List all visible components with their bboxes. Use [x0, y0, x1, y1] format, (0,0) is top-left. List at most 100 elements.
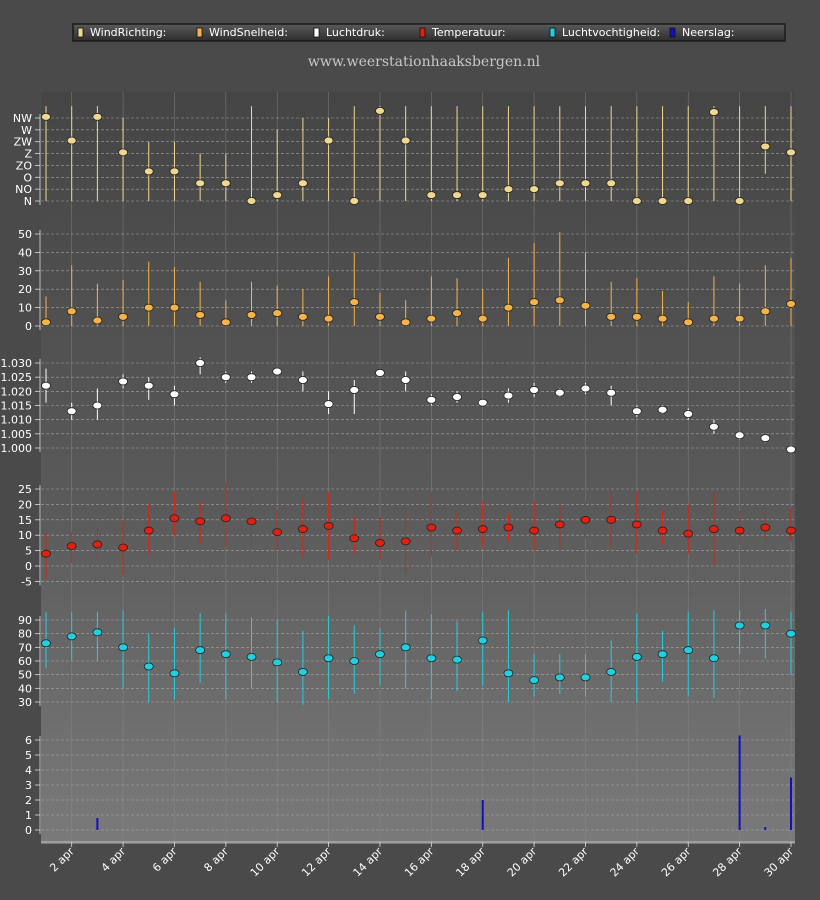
windsnelheid-point [143, 303, 154, 312]
luchtvochtigheid-point [400, 643, 411, 652]
luchtdruk-point [503, 391, 514, 400]
windrichting-point [426, 191, 437, 199]
windsnelheid-point [92, 316, 103, 325]
y-tick-label: W [21, 124, 32, 137]
luchtvochtigheid-point [554, 673, 565, 682]
luchtvochtigheid-point [503, 669, 514, 678]
windsnelheid-point [631, 312, 642, 321]
temperatuur-point [66, 542, 77, 550]
legend-label: WindRichting: [90, 26, 166, 39]
luchtvochtigheid-point [452, 655, 462, 664]
neerslag-bar [481, 800, 484, 830]
windsnelheid-point [323, 314, 334, 323]
windsnelheid-point [580, 301, 591, 310]
legend-label: Temperatuur: [431, 26, 506, 39]
neerslag-bar [96, 818, 99, 830]
windrichting-point [272, 191, 283, 199]
luchtdruk-point [195, 359, 206, 367]
luchtdruk-point [375, 369, 385, 377]
y-tick-label: ZO [16, 159, 33, 172]
luchtvochtigheid-point [118, 643, 128, 652]
temperatuur-point [323, 522, 334, 530]
y-tick-label: 1.030 [1, 357, 33, 370]
y-tick-label: 1 [25, 809, 32, 822]
temperatuur-point [220, 514, 231, 523]
legend-swatch [549, 27, 556, 38]
windsnelheid-point [297, 312, 308, 321]
plot-area [41, 92, 795, 844]
luchtdruk-point [477, 398, 488, 407]
windsnelheid-point [272, 309, 283, 318]
temperatuur-point [272, 528, 283, 537]
temperatuur-point [760, 523, 771, 532]
luchtvochtigheid-point [683, 646, 694, 654]
windsnelheid-point [375, 312, 385, 321]
y-tick-label: Z [24, 148, 32, 161]
temperatuur-point [734, 526, 745, 535]
y-tick-label: 20 [18, 283, 32, 296]
windrichting-point [606, 179, 617, 188]
luchtvochtigheid-point [529, 676, 540, 685]
luchtvochtigheid-point [349, 657, 360, 665]
y-tick-label: 25 [18, 483, 32, 496]
luchtdruk-point [92, 401, 103, 410]
windsnelheid-point [41, 318, 51, 327]
windsnelheid-point [169, 303, 180, 312]
luchtvochtigheid-point [195, 646, 206, 654]
luchtvochtigheid-point [297, 668, 308, 676]
legend-swatch [196, 27, 203, 38]
windsnelheid-point [118, 312, 128, 321]
temperatuur-point [503, 523, 514, 532]
luchtvochtigheid-point [786, 629, 796, 638]
windsnelheid-point [657, 314, 668, 323]
windsnelheid-point [786, 300, 796, 308]
windsnelheid-point [426, 314, 437, 323]
windrichting-point [503, 185, 514, 194]
luchtdruk-point [66, 407, 77, 416]
neerslag-bar [764, 827, 767, 830]
windsnelheid-point [606, 312, 617, 321]
windrichting-point [195, 179, 206, 188]
luchtdruk-point [143, 381, 154, 390]
luchtdruk-point [220, 373, 231, 382]
luchtdruk-point [529, 386, 540, 394]
luchtvochtigheid-point [657, 650, 668, 659]
windrichting-point [169, 167, 180, 176]
temperatuur-point [375, 539, 385, 547]
luchtdruk-point [606, 388, 617, 397]
windsnelheid-point [400, 318, 411, 327]
windrichting-point [786, 148, 796, 157]
luchtvochtigheid-point [92, 628, 103, 637]
luchtdruk-point [580, 384, 591, 393]
temperatuur-point [41, 549, 51, 558]
windrichting-point [375, 106, 385, 115]
luchtdruk-point [631, 407, 642, 416]
y-tick-label: 6 [25, 734, 32, 747]
windsnelheid-point [734, 314, 745, 323]
windrichting-point [143, 167, 154, 176]
temperatuur-point [452, 526, 462, 535]
y-tick-label: 20 [18, 498, 32, 511]
temperatuur-point [606, 515, 617, 524]
windsnelheid-point [554, 296, 565, 305]
windrichting-point [41, 112, 51, 121]
windsnelheid-point [503, 303, 514, 312]
luchtvochtigheid-point [169, 669, 180, 678]
y-tick-label: NO [15, 183, 32, 196]
luchtvochtigheid-point [709, 654, 719, 663]
windrichting-point [734, 197, 745, 205]
legend-label: WindSnelheid: [209, 26, 288, 39]
y-tick-label: NW [13, 112, 32, 125]
temperatuur-point [246, 517, 257, 526]
luchtdruk-point [297, 376, 308, 384]
windrichting-point [349, 197, 360, 205]
y-tick-label: 40 [18, 246, 32, 259]
windrichting-point [477, 191, 488, 199]
y-tick-label: 0 [25, 824, 32, 837]
temperatuur-point [529, 526, 540, 535]
y-tick-label: 1.000 [1, 442, 33, 455]
temperatuur-point [400, 537, 411, 546]
y-tick-label: 2 [25, 794, 32, 807]
legend-label: Neerslag: [682, 26, 735, 39]
windrichting-point [529, 185, 540, 194]
